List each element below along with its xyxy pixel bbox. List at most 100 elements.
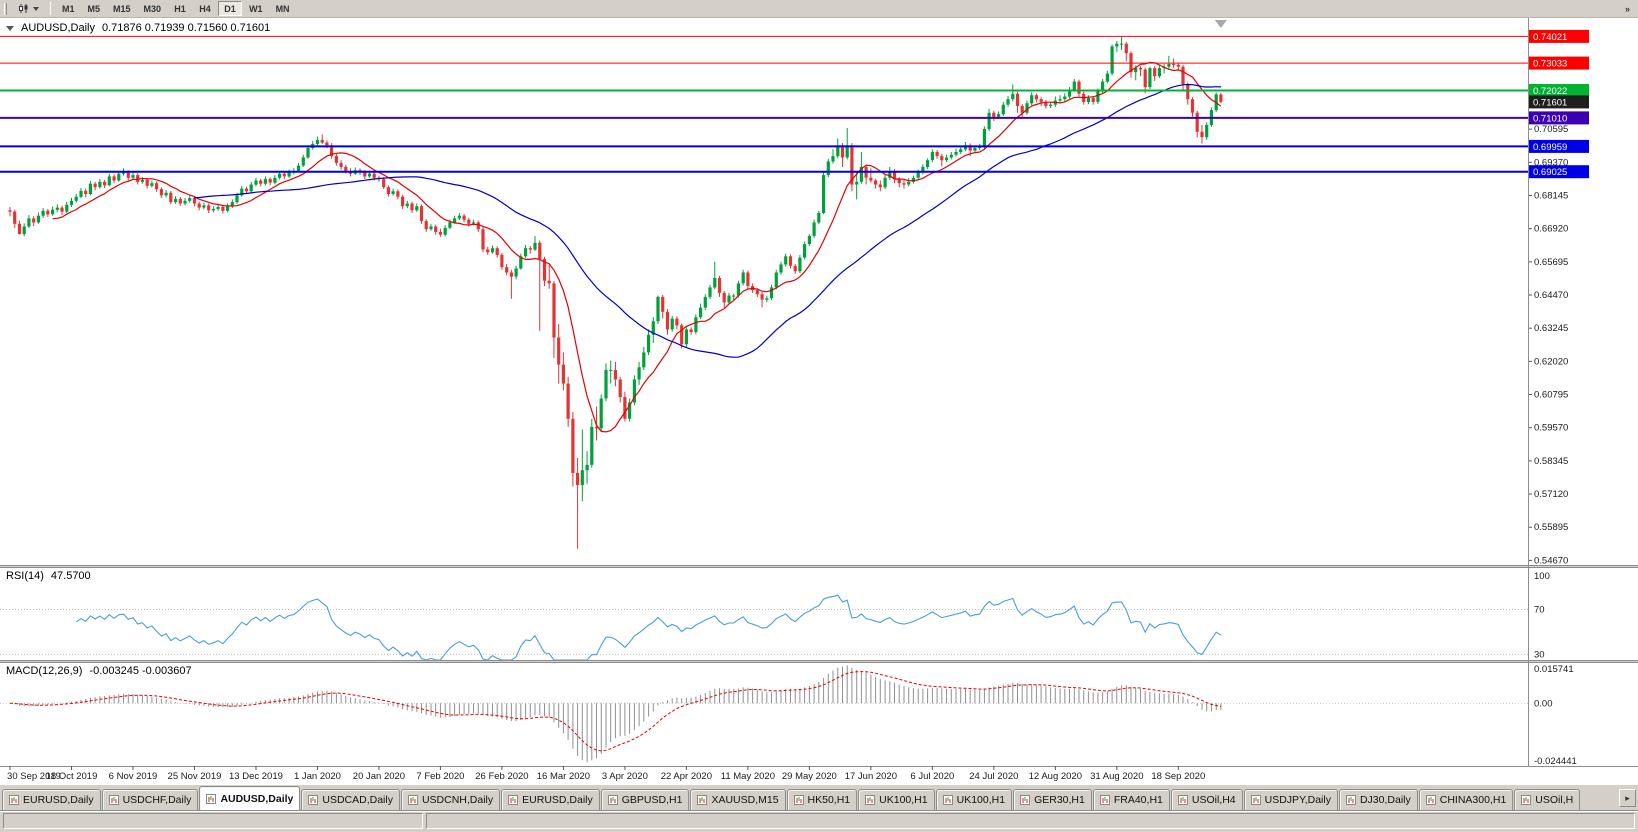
chart-tab[interactable]: GBPUSD,H1 (600, 789, 690, 810)
period-button-m5[interactable]: M5 (81, 1, 107, 16)
chart-tab[interactable]: UK100,H1 (935, 789, 1013, 810)
candle (136, 175, 140, 182)
candle (907, 181, 911, 185)
candle (273, 177, 277, 183)
candle (457, 215, 461, 219)
collapse-indicator-icon[interactable] (6, 25, 14, 31)
chart-tab[interactable]: XAUUSD,M15 (690, 789, 786, 810)
period-button-h1[interactable]: H1 (168, 1, 193, 16)
chart-tab[interactable]: EURUSD,Daily (501, 789, 600, 810)
candle (845, 145, 849, 158)
price-axis-label: 0.62020 (1534, 356, 1568, 367)
candle (1001, 104, 1005, 115)
candle (637, 367, 641, 380)
candle (55, 207, 59, 210)
candle (1086, 97, 1090, 102)
price-chart-canvas[interactable]: 0.70595 0.69370 0.68145 0.66920 0.65695 0.644… (0, 18, 1638, 784)
period-button-w1[interactable]: W1 (243, 1, 269, 16)
candle (226, 206, 230, 211)
chart-tab[interactable]: UK100,H1 (858, 789, 935, 810)
pane-splitter[interactable] (0, 565, 1638, 568)
candle (1148, 68, 1152, 88)
time-axis-label: 24 Jul 2020 (969, 771, 1018, 782)
pane-splitter[interactable] (0, 660, 1638, 663)
candle (973, 148, 977, 151)
candle (1172, 64, 1176, 65)
candle (1006, 99, 1010, 105)
price-axis-label: 0.54670 (1534, 555, 1568, 566)
period-button-mn[interactable]: MN (269, 1, 296, 16)
candle (812, 222, 816, 236)
chart-tab[interactable]: USDJPY,Daily (1243, 789, 1338, 810)
candle (453, 218, 457, 223)
period-button-m15[interactable]: M15 (107, 1, 137, 16)
chart-tab[interactable]: AUDUSD,Daily (199, 786, 301, 810)
chart-tab[interactable]: USOil,H4 (1170, 789, 1243, 810)
candle (17, 223, 22, 235)
candle (462, 215, 466, 220)
chart-tab[interactable]: USDCNH,Daily (400, 789, 501, 810)
chart-tab[interactable]: DJ30,Daily (1338, 789, 1418, 810)
candle (1124, 43, 1128, 54)
candle (235, 195, 239, 203)
chart-tab[interactable]: FRA40,H1 (1092, 789, 1170, 810)
candle (1190, 99, 1195, 113)
period-button-d1[interactable]: D1 (218, 1, 243, 16)
candle (32, 218, 36, 223)
time-axis-label: 29 May 2020 (782, 771, 837, 782)
candle (240, 188, 244, 196)
chart-tab[interactable]: USDCAD,Daily (301, 789, 400, 810)
candle (1015, 93, 1020, 106)
period-button-h4[interactable]: H4 (193, 1, 218, 16)
tab-scroll-right-button[interactable]: ▸ (1619, 789, 1636, 807)
chart-tab[interactable]: EURUSD,Daily (2, 789, 101, 810)
chart-tab[interactable]: USDCHF,Daily (101, 789, 199, 810)
candle (372, 173, 376, 178)
candle (192, 198, 197, 204)
rsi-axis-label: 100 (1534, 571, 1550, 582)
tab-label: USDCHF,Daily (122, 794, 192, 806)
price-axis-label: 0.65695 (1534, 257, 1568, 268)
candle (590, 426, 594, 465)
tab-chart-icon (1099, 795, 1110, 805)
time-axis-label: 20 Jan 2020 (353, 771, 405, 782)
chart-shift-marker[interactable] (1214, 20, 1227, 28)
price-axis[interactable]: 0.70595 0.69370 0.68145 0.66920 0.65695 0.644… (1528, 124, 1577, 767)
tab-chart-icon (942, 795, 953, 805)
candle (1200, 131, 1204, 138)
time-axis-label: 6 Nov 2019 (109, 771, 158, 782)
svg-text:0.71010: 0.71010 (1533, 113, 1567, 124)
candle (514, 268, 518, 277)
tab-chart-icon (206, 793, 217, 804)
candle (888, 171, 892, 178)
tab-label: GER30,H1 (1034, 794, 1085, 806)
period-button-m1[interactable]: M1 (56, 1, 81, 16)
candle (36, 215, 40, 223)
toolbar-grip[interactable] (4, 2, 7, 15)
candle (410, 203, 414, 211)
candle (230, 202, 234, 207)
chart-tab[interactable]: HK50,H1 (786, 789, 858, 810)
status-bar (0, 810, 1638, 832)
candle (722, 292, 726, 303)
chart-window[interactable]: 0.70595 0.69370 0.68145 0.66920 0.65695 0.644… (0, 18, 1638, 784)
rsi-axis-label: 30 (1534, 649, 1545, 660)
chart-tab[interactable]: USOil,H (1514, 789, 1581, 810)
candle (367, 173, 372, 177)
toolbar-overflow-button[interactable]: » (1618, 1, 1636, 16)
candle (651, 321, 655, 335)
candle (197, 203, 201, 208)
candle (817, 213, 821, 223)
chart-tab[interactable]: GER30,H1 (1013, 789, 1092, 810)
candle (609, 370, 613, 371)
candle (84, 190, 88, 194)
price-axis-label: 0.57120 (1534, 489, 1568, 500)
candle (632, 379, 636, 403)
tab-label: USDCAD,Daily (322, 794, 393, 806)
candle (1176, 64, 1180, 67)
chart-type-dropdown-button[interactable] (12, 1, 45, 16)
period-button-m30[interactable]: M30 (137, 1, 168, 16)
chart-tab[interactable]: CHINA300,H1 (1418, 789, 1514, 810)
tab-label: USOil,H (1535, 794, 1574, 806)
